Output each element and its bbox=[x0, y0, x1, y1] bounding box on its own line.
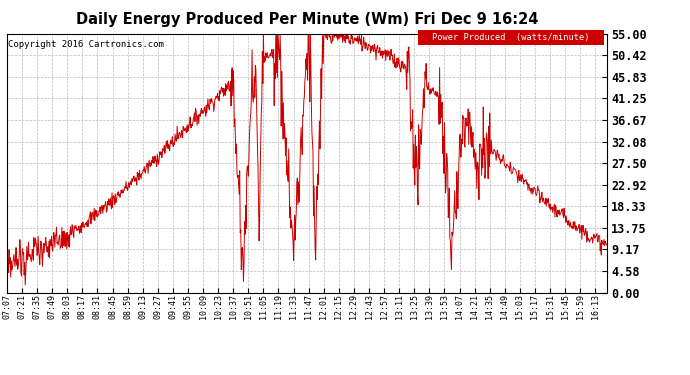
Title: Daily Energy Produced Per Minute (Wm) Fri Dec 9 16:24: Daily Energy Produced Per Minute (Wm) Fr… bbox=[76, 12, 538, 27]
Text: Copyright 2016 Cartronics.com: Copyright 2016 Cartronics.com bbox=[8, 40, 164, 49]
